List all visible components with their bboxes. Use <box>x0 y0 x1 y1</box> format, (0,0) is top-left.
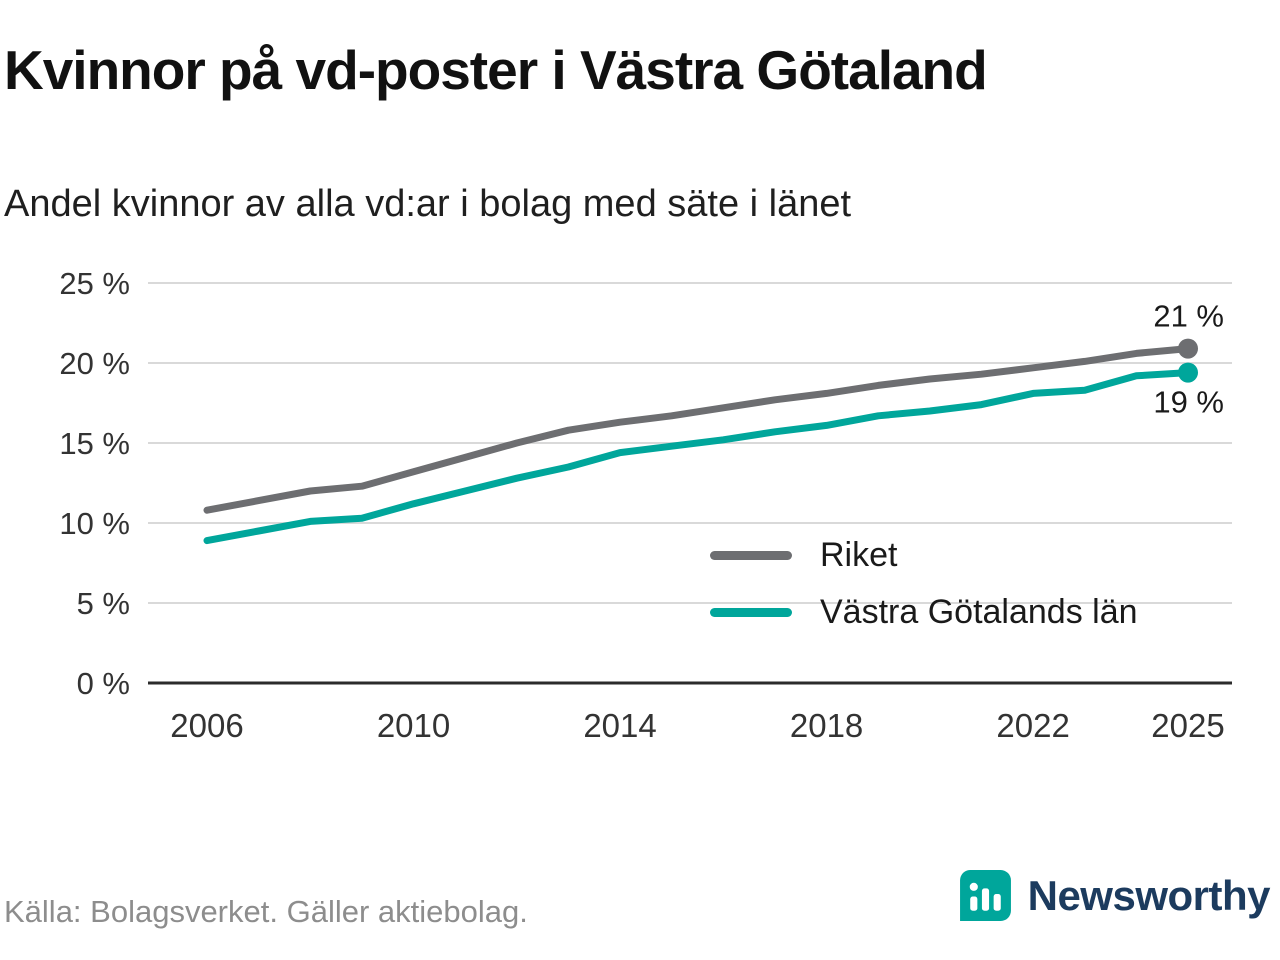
riket-line-swatch <box>710 551 792 560</box>
series-line-vastra-gotaland <box>203 369 1192 545</box>
newsworthy-logo-icon <box>959 870 1011 921</box>
series-endpoint-vastra-gotaland <box>1178 362 1198 383</box>
y-tick-label: 0 % <box>77 666 130 701</box>
y-tick-label: 15 % <box>59 426 130 461</box>
page-title: Kvinnor på vd-poster i Västra Götaland <box>4 39 988 101</box>
series-line-riket <box>203 345 1192 514</box>
end-value-label-riket: 21 % <box>1153 299 1224 334</box>
newsworthy-wordmark: Newsworthy <box>1027 871 1271 919</box>
end-value-label-vastra-gotaland: 19 % <box>1153 385 1224 420</box>
series-endpoint-riket <box>1178 338 1198 359</box>
source-note: Källa: Bolagsverket. Gäller aktiebolag. <box>4 894 528 929</box>
chart-legend: Riket Västra Götalands län <box>710 536 1138 632</box>
vastra-gotaland-line-swatch <box>710 608 792 617</box>
x-tick-label: 2025 <box>1151 707 1224 744</box>
chart-subtitle: Andel kvinnor av alla vd:ar i bolag med … <box>4 183 852 225</box>
x-tick-label: 2010 <box>377 707 450 744</box>
newsworthy-logo: Newsworthy <box>957 867 1271 924</box>
x-tick-label: 2018 <box>790 707 863 744</box>
y-tick-label: 5 % <box>77 586 130 621</box>
y-tick-label: 25 % <box>59 266 130 301</box>
x-tick-label: 2006 <box>170 707 243 744</box>
legend-item-riket: Riket <box>710 536 1138 575</box>
legend-label-riket: Riket <box>820 536 898 574</box>
x-tick-label: 2022 <box>996 707 1069 744</box>
legend-item-vastra-gotaland: Västra Götalands län <box>710 593 1138 632</box>
legend-label-vastra-gotaland: Västra Götalands län <box>820 593 1138 631</box>
y-tick-label: 10 % <box>59 506 130 541</box>
y-tick-label: 20 % <box>59 346 130 381</box>
x-tick-label: 2014 <box>583 707 656 744</box>
